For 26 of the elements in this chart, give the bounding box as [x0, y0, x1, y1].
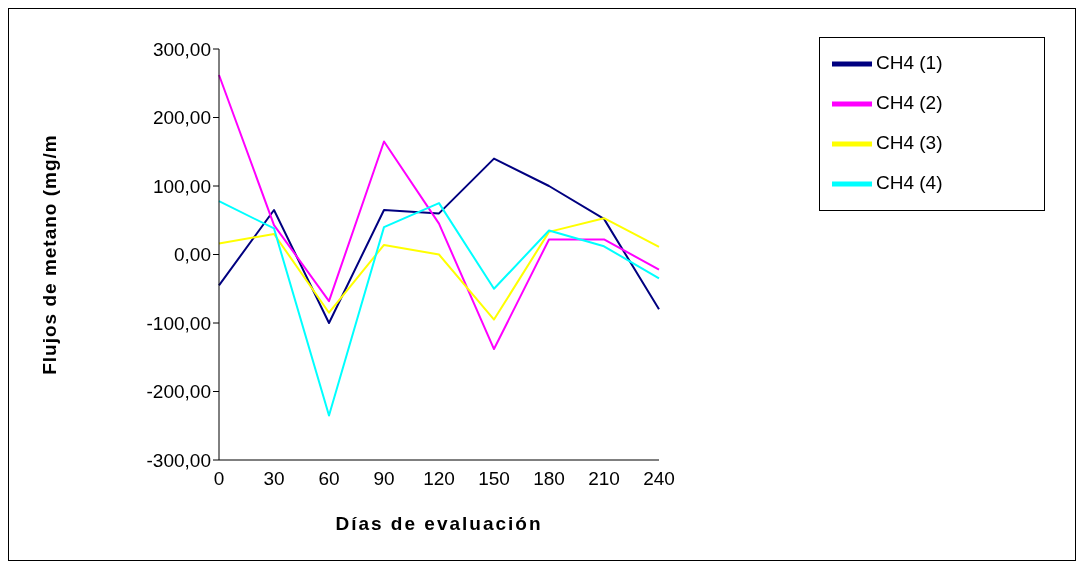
x-tick-label: 90 [373, 468, 395, 490]
x-tick-label: 0 [213, 468, 225, 490]
x-tick-label: 150 [478, 468, 510, 490]
y-tick-label: -100,00 [146, 312, 211, 334]
y-tick-label: 100,00 [152, 175, 211, 197]
y-tick-label: 0,00 [174, 244, 211, 266]
y-tick-label: 200,00 [152, 107, 211, 129]
line-series [218, 74, 660, 351]
legend-label: CH4 (3) [876, 132, 943, 154]
y-tick-label: -300,00 [146, 449, 211, 471]
legend-label: CH4 (2) [876, 92, 943, 114]
y-tick-label: -200,00 [146, 381, 211, 403]
x-tick-label: 60 [318, 468, 340, 490]
y-axis-title: Flujos de metano (mg/m [38, 134, 60, 375]
line-series [218, 200, 660, 417]
x-tick-label: 120 [423, 468, 455, 490]
legend-label: CH4 (1) [876, 52, 943, 74]
line-series [218, 217, 660, 321]
legend-label: CH4 (4) [876, 172, 943, 194]
x-tick-label: 210 [588, 468, 620, 490]
line-series [218, 157, 660, 324]
y-tick-label: 300,00 [152, 38, 211, 60]
x-axis-title: Días de evaluación [335, 513, 543, 534]
x-tick-label: 180 [533, 468, 565, 490]
x-tick-label: 30 [263, 468, 285, 490]
x-tick-label: 240 [643, 468, 675, 490]
